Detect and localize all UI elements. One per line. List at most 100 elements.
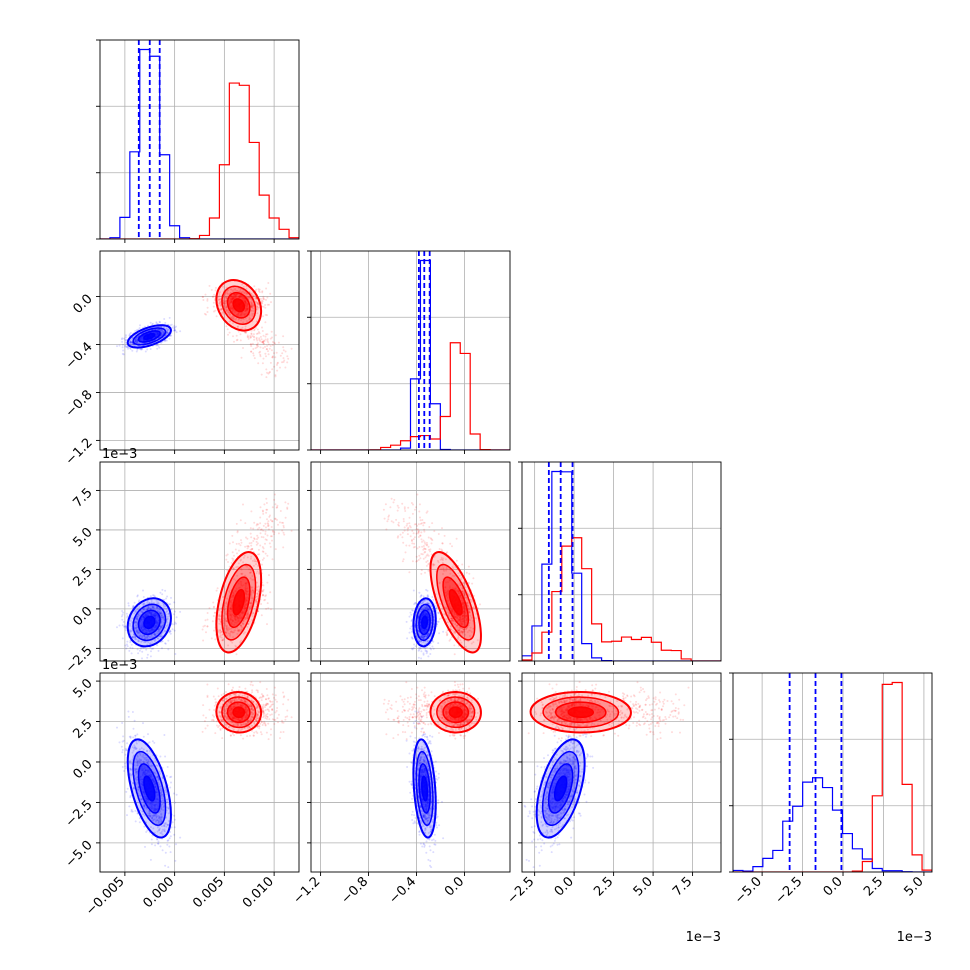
scatter-point (255, 320, 258, 323)
scatter-point (151, 606, 154, 609)
scatter-point (441, 549, 444, 552)
scatter-point (250, 544, 253, 547)
scatter-point (221, 639, 224, 642)
scatter-point (390, 497, 393, 500)
scatter-point (418, 605, 420, 608)
scatter-point (423, 606, 426, 608)
scatter-point (451, 565, 454, 568)
scatter-point (273, 531, 276, 534)
scatter-point (147, 634, 150, 637)
scatter-point (124, 336, 127, 339)
scatter-point (246, 612, 249, 615)
scatter-point (422, 637, 425, 640)
scatter-point (432, 640, 435, 643)
scatter-point (270, 349, 273, 352)
scatter-point (149, 642, 152, 645)
scatter-point (256, 534, 259, 537)
contour-level-3 (232, 588, 246, 616)
scatter-point (251, 314, 254, 317)
scatter-point (282, 349, 285, 352)
scatter-point (271, 336, 273, 339)
scatter-point (412, 589, 415, 592)
scatter-point (426, 646, 429, 649)
scatter-point (242, 561, 245, 564)
scatter-point (421, 540, 423, 543)
grid-lines (100, 462, 299, 661)
scatter-point (224, 624, 227, 627)
scatter-point (402, 518, 405, 520)
scatter-point (249, 527, 252, 530)
scatter-point (416, 619, 419, 622)
scatter-point (425, 606, 428, 609)
scatter-point (146, 637, 149, 640)
scatter-point (129, 630, 132, 633)
scatter-point (159, 608, 162, 611)
scatter-point (419, 647, 422, 650)
scatter-point (248, 296, 251, 299)
scatter-point (237, 630, 240, 633)
scatter-point (244, 545, 247, 548)
scatter-point (266, 303, 269, 306)
scatter-point (161, 625, 164, 628)
scatter-point (206, 625, 209, 628)
scatter-point (232, 541, 234, 544)
scatter-point (161, 329, 164, 332)
scatter-point (252, 527, 255, 530)
scatter-point (255, 598, 258, 601)
scatter-point (224, 296, 227, 299)
scatter-point (224, 632, 227, 635)
scatter-point (160, 617, 163, 620)
scatter-point (225, 306, 228, 309)
scatter-point (422, 595, 425, 598)
scatter-point (259, 528, 262, 531)
scatter-point (161, 593, 164, 596)
scatter-point (153, 633, 156, 636)
scatter-point (131, 336, 134, 339)
scatter-point (257, 290, 260, 292)
scatter-point (153, 606, 156, 609)
scatter-point (451, 619, 454, 622)
scatter-point (256, 312, 259, 315)
scatter-point (168, 316, 171, 319)
scatter-point (430, 648, 433, 651)
scatter-point (141, 603, 144, 606)
scatter-point (173, 328, 176, 331)
scatter-point (143, 325, 146, 328)
scatter-point (121, 637, 124, 640)
scatter-point (420, 569, 423, 572)
scatter-point (131, 635, 134, 638)
scatter-point (154, 632, 157, 635)
scatter-point (233, 567, 235, 570)
scatter-point (233, 318, 236, 321)
scatter-point (256, 542, 259, 545)
scatter-point (229, 631, 232, 633)
scatter-point (428, 610, 431, 613)
scatter-point (431, 596, 434, 598)
scatter-point (290, 347, 293, 350)
scatter-point (210, 289, 213, 291)
scatter-point (269, 292, 272, 295)
scatter-point (250, 300, 253, 303)
scatter-point (260, 301, 263, 304)
scatter-point (173, 610, 176, 613)
scatter-point (232, 558, 235, 561)
scatter-point (165, 607, 168, 610)
scatter-point (415, 532, 418, 535)
scatter-point (416, 547, 419, 550)
scatter-point (421, 636, 423, 639)
scatter-point (267, 343, 270, 346)
scatter-point (249, 571, 252, 574)
scatter-point (220, 304, 223, 307)
scatter-point (428, 608, 431, 611)
scatter-point (160, 341, 163, 344)
scatter-point (425, 541, 428, 544)
scatter-point (261, 291, 264, 294)
scatter-point (166, 331, 169, 334)
scatter-point (179, 610, 182, 613)
scatter-point (226, 289, 229, 292)
scatter-point (418, 648, 421, 651)
scatter-point (236, 531, 239, 534)
scatter-point (136, 339, 139, 342)
scatter-point (265, 333, 268, 336)
scatter-point (251, 548, 254, 550)
